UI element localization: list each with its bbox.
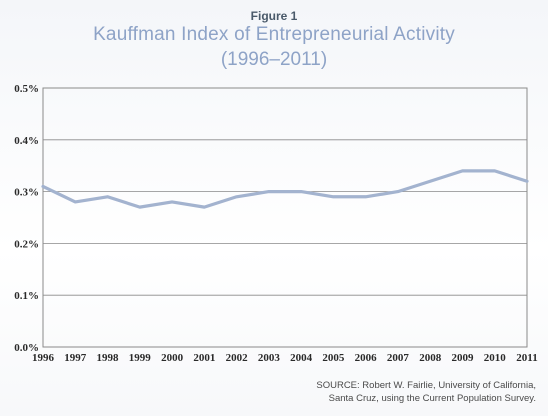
data-point	[396, 190, 400, 193]
x-tick-label: 2007	[387, 352, 410, 364]
data-point	[429, 180, 432, 183]
source-line-1: SOURCE: Robert W. Fairlie, University of…	[316, 380, 536, 391]
data-point	[235, 195, 238, 198]
y-tick-label: 0.1%	[14, 290, 39, 302]
x-tick-label: 2006	[355, 352, 378, 364]
x-tick-label: 2000	[161, 352, 184, 364]
data-points	[41, 169, 529, 209]
source-line-2: Santa Cruz, using the Current Population…	[328, 393, 536, 404]
x-tick-label: 1997	[64, 352, 87, 364]
x-tick-label: 2001	[193, 352, 215, 364]
chart-subtitle: (1996–2011)	[220, 49, 328, 70]
data-point	[170, 200, 174, 204]
data-point	[364, 195, 367, 198]
x-tick-label: 1998	[97, 352, 120, 364]
y-tick-label: 0.3%	[14, 187, 39, 199]
x-tick-label: 2003	[258, 352, 281, 364]
data-point	[299, 190, 303, 193]
data-point	[493, 169, 496, 173]
y-tick-label: 0.2%	[14, 238, 39, 250]
x-tick-label: 1999	[129, 352, 152, 364]
x-tick-label: 2008	[419, 352, 442, 364]
y-axis-tick-labels: 0.0% 0.1% 0.2% 0.3% 0.4% 0.5%	[14, 83, 39, 354]
data-point	[525, 180, 529, 183]
y-tick-label: 0.0%	[14, 342, 39, 354]
x-tick-label: 2005	[322, 352, 345, 364]
data-point	[41, 185, 45, 188]
data-point	[74, 200, 77, 204]
x-tick-label: 1996	[32, 352, 55, 364]
x-tick-label: 2009	[451, 352, 474, 364]
x-axis-tick-labels: 1996 1997 1998 1999 2000 2001 2002 2003 2004 2005…	[32, 352, 538, 364]
series-line	[41, 169, 529, 209]
plot-area-frame	[42, 87, 528, 348]
data-point	[332, 195, 335, 198]
x-tick-label: 2004	[290, 352, 313, 364]
grid-lines	[43, 139, 527, 296]
figure-label: Figure 1	[250, 9, 298, 23]
x-tick-label: 2010	[484, 352, 507, 364]
data-point	[106, 195, 109, 198]
x-tick-label: 2011	[516, 352, 537, 364]
data-point	[267, 190, 271, 193]
data-point	[138, 205, 141, 209]
chart-title: Kauffman Index of Entrepreneurial Activi…	[93, 24, 455, 45]
y-tick-label: 0.4%	[14, 135, 39, 147]
y-tick-label: 0.5%	[14, 83, 39, 95]
x-tick-label: 2002	[226, 352, 249, 364]
data-point	[203, 205, 206, 209]
data-point	[461, 169, 464, 173]
source-note: SOURCE: Robert W. Fairlie, University of…	[236, 379, 536, 405]
